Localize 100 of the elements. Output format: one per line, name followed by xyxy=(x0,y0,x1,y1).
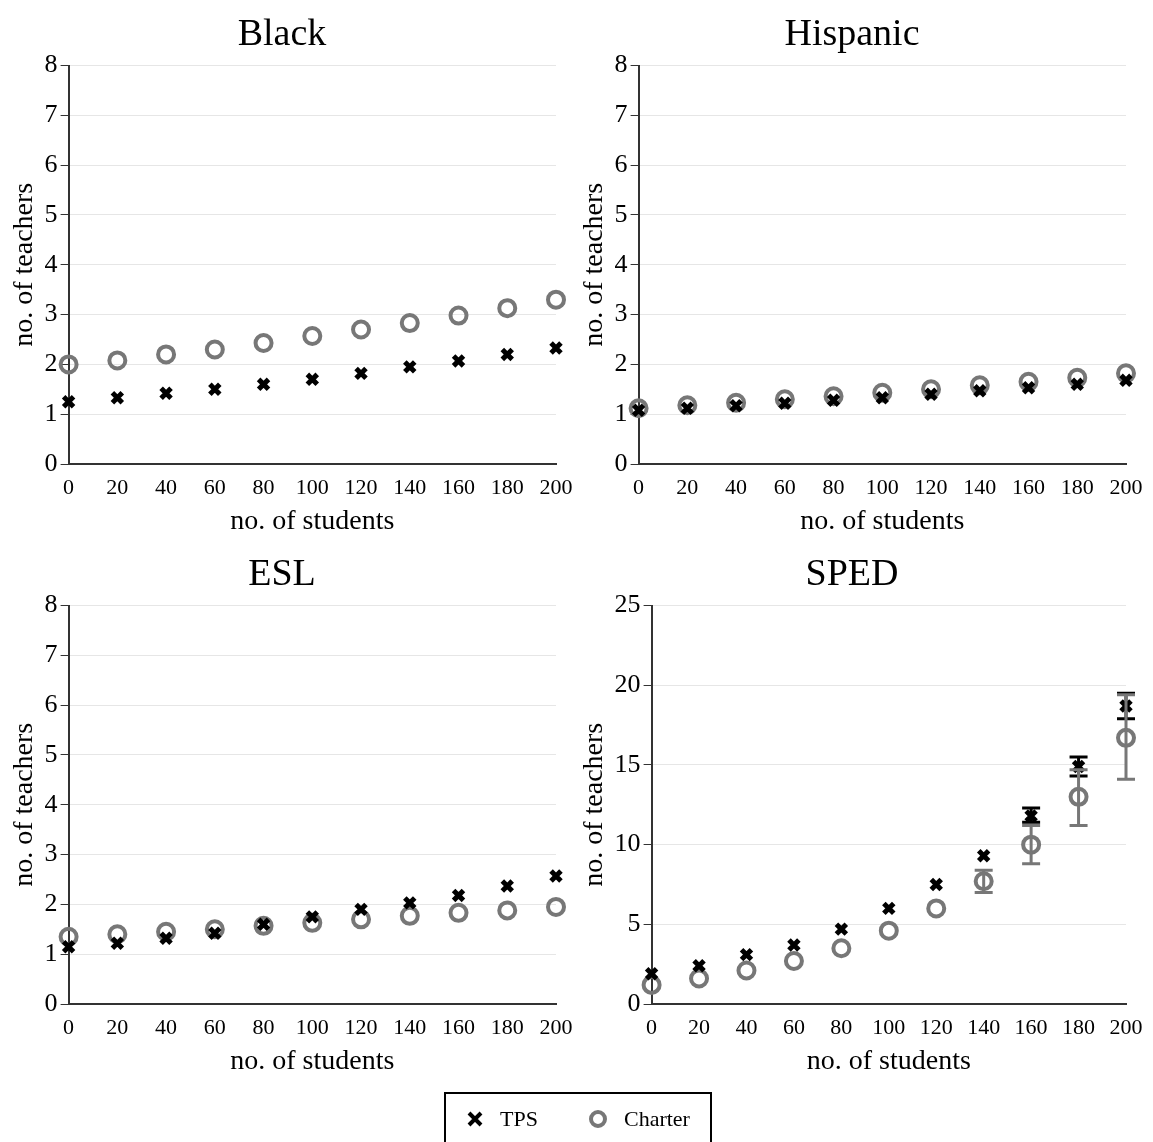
point xyxy=(156,344,177,365)
x-tick-label: 60 xyxy=(203,1013,226,1039)
y-tick-label: 4 xyxy=(614,248,628,278)
y-tick-label: 7 xyxy=(614,99,628,129)
x-tick-label: 140 xyxy=(963,473,997,499)
point xyxy=(399,313,420,334)
y-tick-label: 3 xyxy=(44,838,58,868)
y-tick-label: 0 xyxy=(614,447,628,477)
x-tick-label: 60 xyxy=(782,1013,805,1039)
x-tick-label: 180 xyxy=(490,1013,524,1039)
x-axis-title: no. of students xyxy=(230,503,395,535)
point xyxy=(402,895,418,911)
legend-label: Charter xyxy=(623,1106,690,1132)
x-tick-label: 200 xyxy=(1109,473,1143,499)
point xyxy=(1116,727,1136,748)
y-tick-label: 6 xyxy=(44,149,58,179)
x-tick-label: 180 xyxy=(1060,473,1094,499)
chart-title: ESL xyxy=(248,550,316,593)
y-tick-label: 1 xyxy=(44,398,58,428)
point xyxy=(1021,834,1042,855)
x-tick-label: 40 xyxy=(155,1013,178,1039)
x-tick-label: 40 xyxy=(725,473,748,499)
y-tick-label: 25 xyxy=(614,589,641,619)
x-axis-title: no. of students xyxy=(806,1043,971,1075)
y-tick-label: 2 xyxy=(614,348,628,378)
point xyxy=(1068,786,1089,807)
x-axis-title: no. of students xyxy=(800,503,965,535)
point xyxy=(497,298,518,319)
point xyxy=(548,340,564,356)
point xyxy=(107,350,128,371)
y-tick-label: 5 xyxy=(44,198,58,228)
point xyxy=(448,305,469,326)
y-tick-label: 7 xyxy=(44,639,58,669)
point xyxy=(497,900,518,921)
y-tick-label: 2 xyxy=(44,888,58,918)
x-tick-label: 120 xyxy=(919,1013,953,1039)
x-tick-label: 100 xyxy=(872,1013,906,1039)
y-tick-label: 6 xyxy=(44,689,58,719)
x-tick-label: 40 xyxy=(155,473,178,499)
x-tick-label: 0 xyxy=(63,473,75,499)
x-tick-label: 20 xyxy=(676,473,699,499)
x-tick-label: 160 xyxy=(442,1013,476,1039)
y-tick-label: 5 xyxy=(44,738,58,768)
x-tick-label: 60 xyxy=(203,473,226,499)
point xyxy=(499,346,515,362)
point xyxy=(739,947,754,963)
point xyxy=(928,877,944,892)
point xyxy=(353,901,369,917)
y-tick-label: 1 xyxy=(614,398,628,428)
y-tick-label: 0 xyxy=(627,987,641,1017)
y-tick-label: 5 xyxy=(614,198,628,228)
point xyxy=(448,902,469,923)
point xyxy=(304,371,320,387)
point xyxy=(58,354,79,375)
point xyxy=(61,939,77,955)
y-axis-title: no. of teachers xyxy=(577,722,609,887)
x-tick-label: 140 xyxy=(967,1013,1001,1039)
y-tick-label: 3 xyxy=(614,298,628,328)
y-tick-label: 4 xyxy=(44,788,58,818)
y-tick-label: 20 xyxy=(614,669,641,699)
point xyxy=(786,937,802,953)
point xyxy=(158,385,174,401)
point xyxy=(736,960,757,981)
x-tick-label: 140 xyxy=(393,1013,427,1039)
y-tick-label: 0 xyxy=(44,987,58,1017)
y-tick-label: 8 xyxy=(44,49,58,79)
y-axis-title: no. of teachers xyxy=(7,722,39,887)
x-tick-label: 20 xyxy=(688,1013,711,1039)
point xyxy=(253,332,274,353)
x-tick-label: 80 xyxy=(252,1013,275,1039)
x-tick-label: 100 xyxy=(865,473,899,499)
x-tick-label: 200 xyxy=(539,473,573,499)
point xyxy=(353,365,369,381)
y-tick-label: 8 xyxy=(44,589,58,619)
y-tick-label: 8 xyxy=(614,49,628,79)
x-tick-label: 200 xyxy=(539,1013,573,1039)
y-tick-label: 3 xyxy=(44,298,58,328)
y-tick-label: 4 xyxy=(44,248,58,278)
x-tick-label: 140 xyxy=(393,473,427,499)
legend-label: TPS xyxy=(500,1106,538,1132)
y-tick-label: 0 xyxy=(44,447,58,477)
point xyxy=(833,921,849,937)
x-tick-label: 180 xyxy=(490,473,524,499)
x-tick-label: 100 xyxy=(295,1013,329,1039)
x-tick-label: 60 xyxy=(773,473,796,499)
point xyxy=(451,353,466,369)
point xyxy=(302,326,323,347)
point xyxy=(878,920,899,941)
x-tick-label: 20 xyxy=(106,473,129,499)
x-tick-label: 80 xyxy=(252,473,275,499)
x-tick-label: 0 xyxy=(646,1013,658,1039)
point xyxy=(499,878,515,894)
point xyxy=(926,898,947,919)
point xyxy=(644,966,660,982)
x-tick-label: 160 xyxy=(1012,473,1046,499)
chart-title: Hispanic xyxy=(784,10,920,53)
point xyxy=(691,958,707,974)
point xyxy=(881,900,897,916)
point xyxy=(783,950,804,971)
y-axis-title: no. of teachers xyxy=(7,182,39,347)
